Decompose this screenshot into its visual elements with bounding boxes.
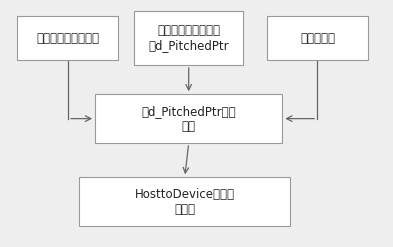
Text: 体数据设备端数组指
针d_PitchedPtr: 体数据设备端数组指 针d_PitchedPtr <box>149 24 229 52</box>
Text: 体数据大小: 体数据大小 <box>300 32 335 44</box>
FancyBboxPatch shape <box>134 11 243 65</box>
FancyBboxPatch shape <box>267 16 368 60</box>
Text: 为d_PitchedPtr分配
空间: 为d_PitchedPtr分配 空间 <box>141 105 236 133</box>
Text: HosttoDevice方向数
据拷贝: HosttoDevice方向数 据拷贝 <box>135 188 235 216</box>
FancyBboxPatch shape <box>79 177 290 226</box>
Text: 体数据主机内存指针: 体数据主机内存指针 <box>36 32 99 44</box>
FancyBboxPatch shape <box>95 94 282 143</box>
FancyBboxPatch shape <box>17 16 118 60</box>
